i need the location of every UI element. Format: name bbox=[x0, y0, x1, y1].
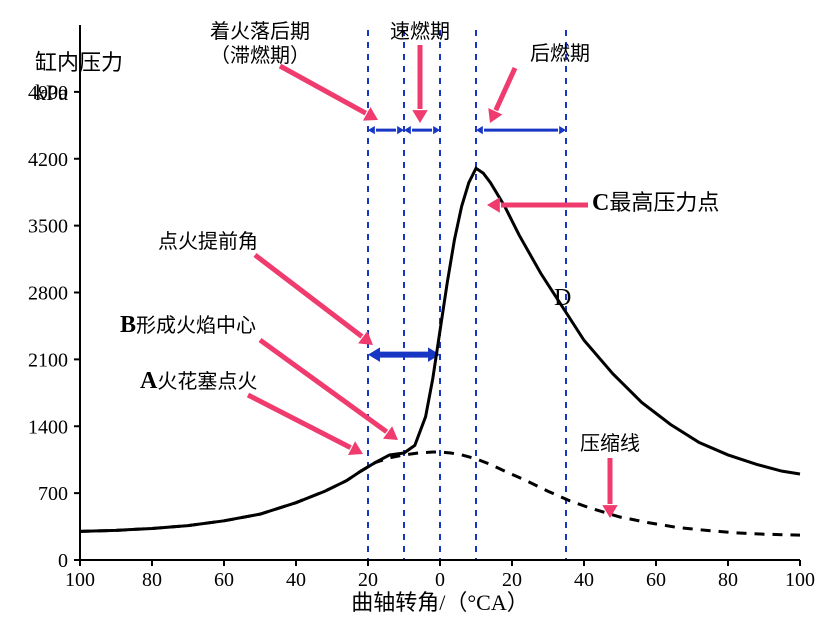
point-b: B形成火焰中心 bbox=[120, 312, 256, 338]
advance-angle: 点火提前角 bbox=[158, 230, 258, 253]
y-tick-label: 700 bbox=[38, 483, 68, 505]
x-axis-title: 曲轴转角/（°CA） bbox=[351, 590, 528, 615]
y-tick-label: 3500 bbox=[28, 216, 68, 238]
x-tick-label: 20 bbox=[502, 569, 522, 591]
peak-pressure: C最高压力点 bbox=[592, 190, 719, 216]
compression: 压缩线 bbox=[580, 432, 640, 455]
y-tick-label: 1400 bbox=[28, 416, 68, 438]
afterburn: 后燃期 bbox=[530, 42, 590, 65]
x-tick-label: 20 bbox=[358, 569, 378, 591]
rapid-burn: 速燃期 bbox=[390, 20, 450, 43]
point-d: D bbox=[554, 285, 571, 311]
y-tick-label: 2100 bbox=[28, 349, 68, 371]
arrow-delay bbox=[280, 66, 366, 113]
y-tick-label: 2800 bbox=[28, 283, 68, 305]
arrow-after bbox=[496, 68, 515, 110]
x-tick-label: 100 bbox=[785, 569, 815, 591]
ignition-delay: 着火落后期 bbox=[210, 20, 310, 43]
y-axis-unit: kPa bbox=[35, 80, 68, 105]
y-axis-title: 缸内压力 bbox=[35, 50, 123, 75]
x-tick-label: 80 bbox=[718, 569, 738, 591]
ignition-delay2: （滞燃期） bbox=[210, 44, 310, 67]
point-a: A火花塞点火 bbox=[140, 368, 257, 394]
arrow-adv-ang bbox=[255, 255, 362, 337]
x-tick-label: 40 bbox=[574, 569, 594, 591]
x-tick-label: 0 bbox=[435, 569, 445, 591]
x-tick-label: 80 bbox=[142, 569, 162, 591]
y-tick-label: 4200 bbox=[28, 149, 68, 171]
pressure-chart: 0700140021002800350042004900100806040200… bbox=[0, 0, 821, 627]
arrow-a bbox=[248, 395, 351, 448]
x-tick-label: 60 bbox=[214, 569, 234, 591]
x-tick-label: 60 bbox=[646, 569, 666, 591]
x-tick-label: 40 bbox=[286, 569, 306, 591]
arrow-b bbox=[260, 340, 387, 432]
x-tick-label: 100 bbox=[65, 569, 95, 591]
